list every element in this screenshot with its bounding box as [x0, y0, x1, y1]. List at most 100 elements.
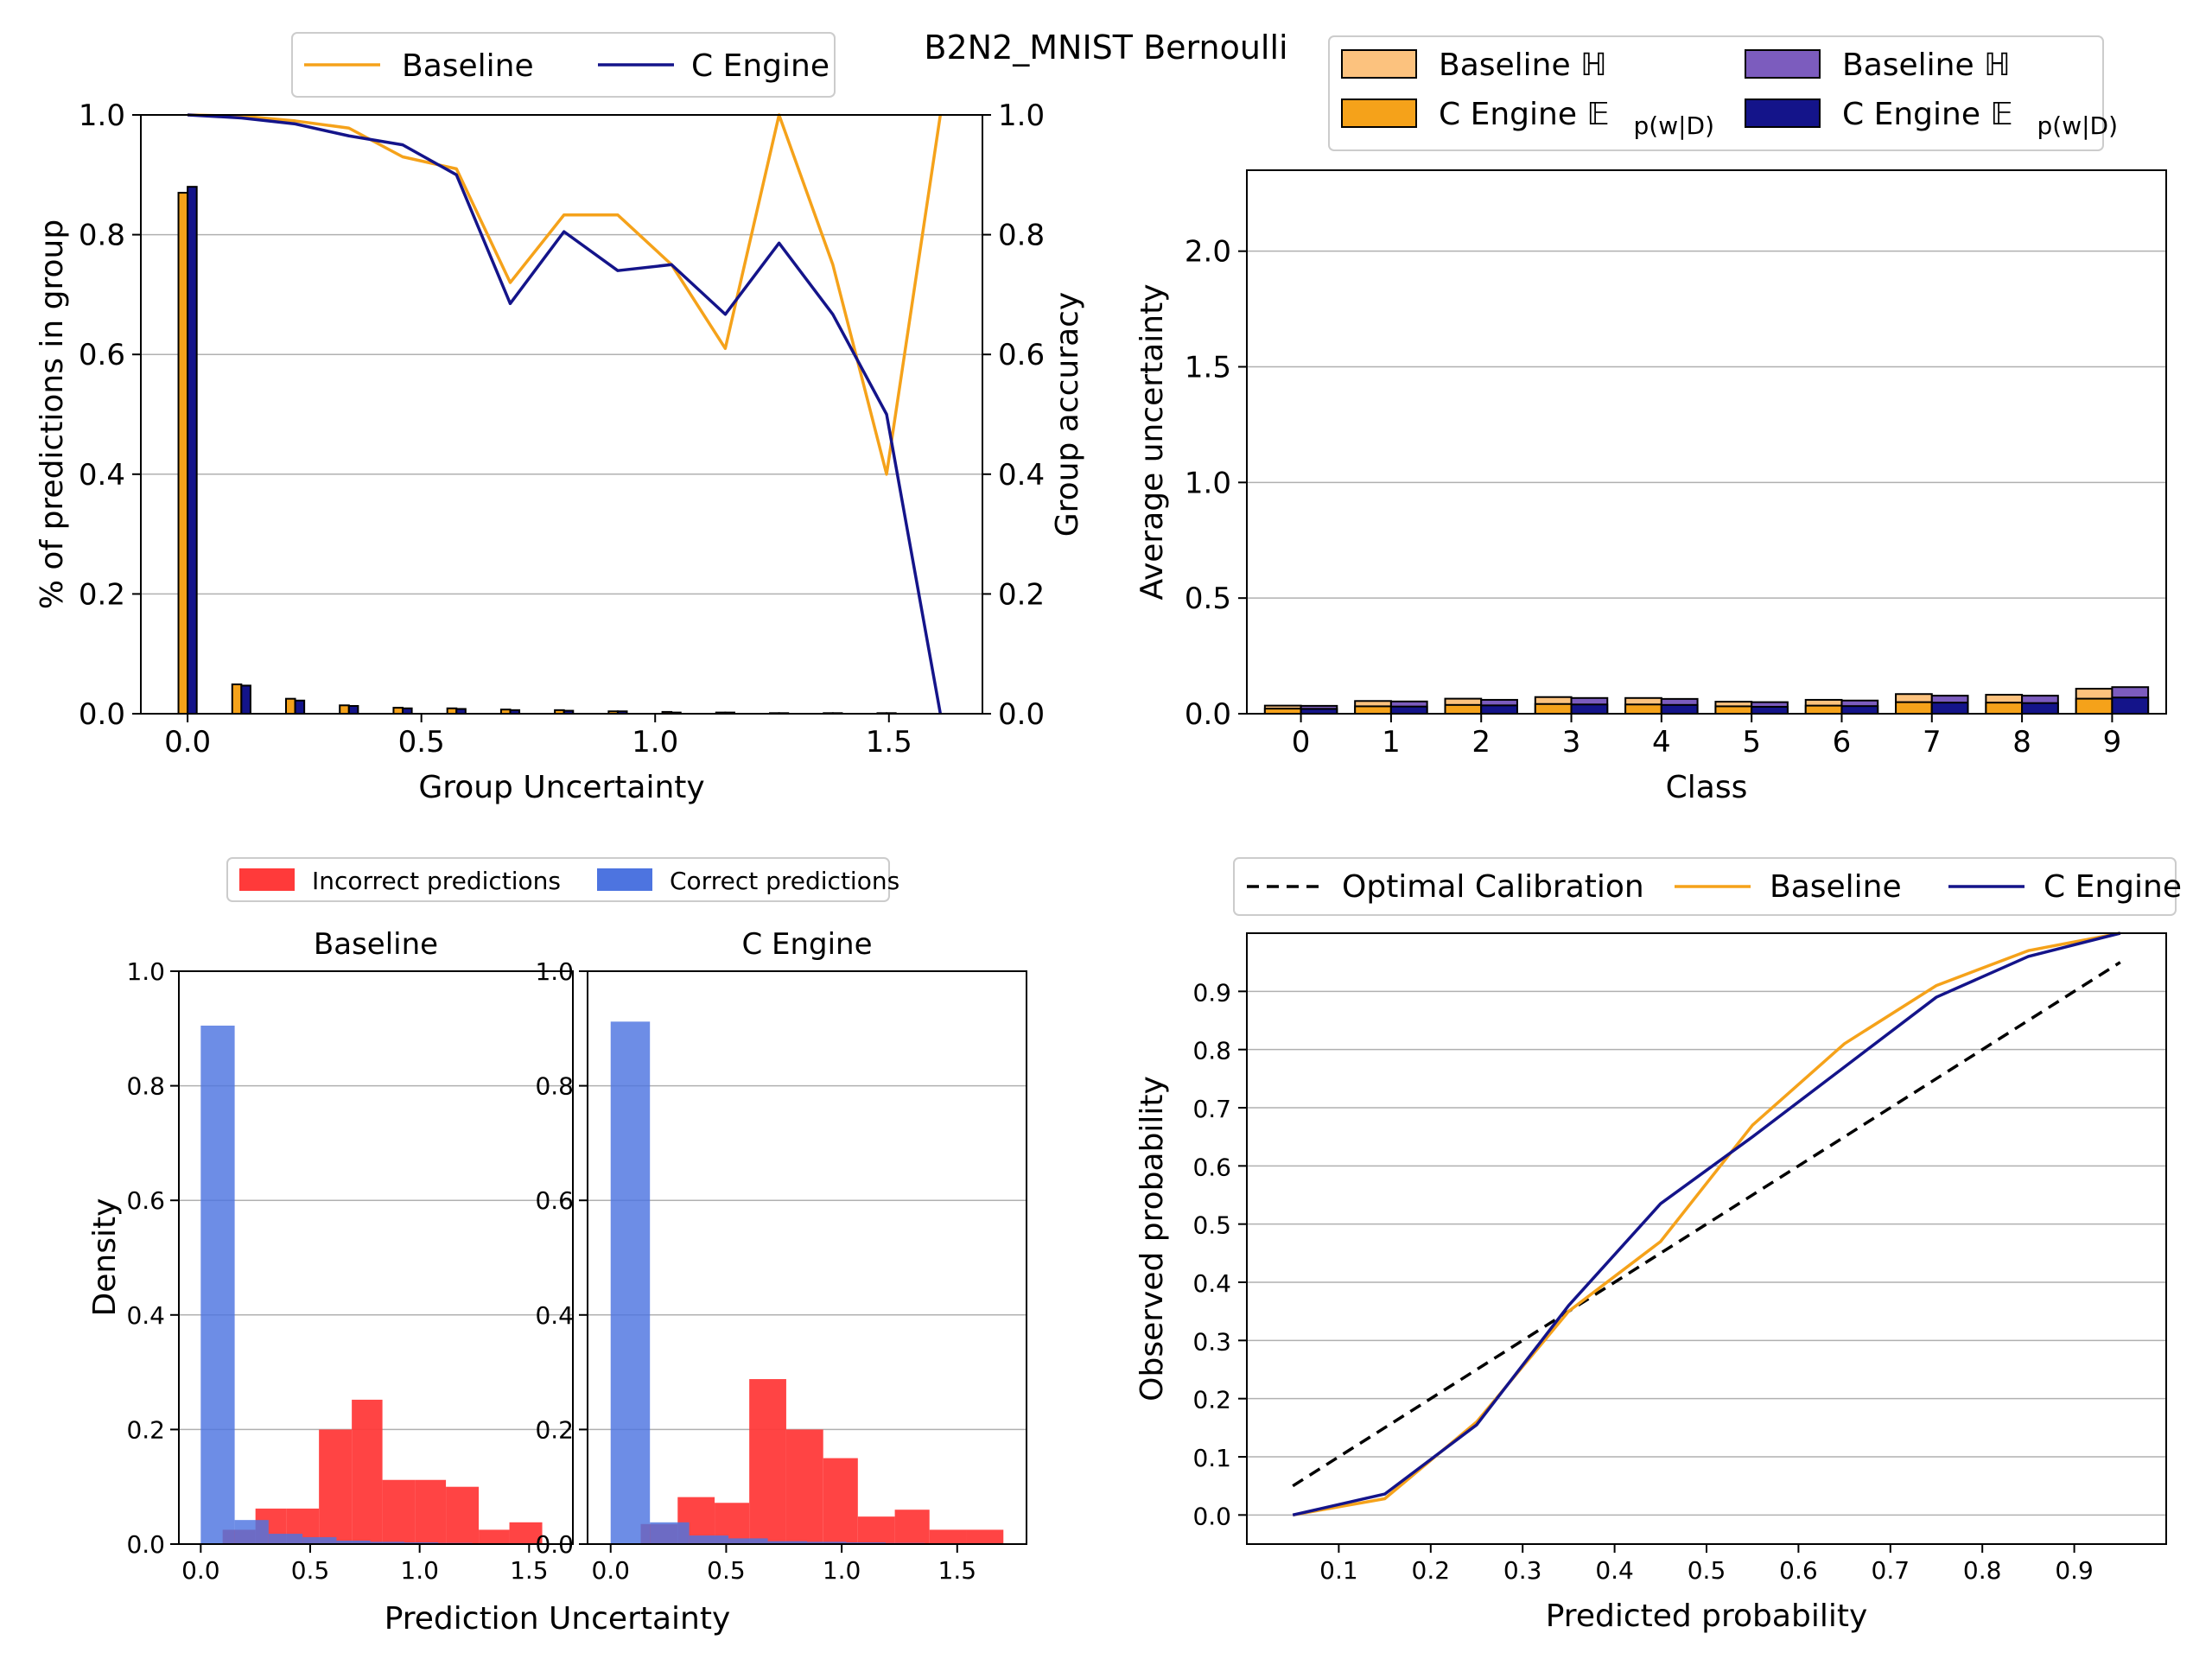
p2-legend-subscript: p(w|D) [2037, 111, 2119, 140]
p3-bar-correct [268, 1534, 303, 1544]
p4-bar-correct [807, 1541, 847, 1544]
p4-xtick-label: 1.5 [938, 1556, 977, 1585]
p1-y2label: Group accuracy [1050, 292, 1085, 537]
p3-legend-swatch-correct [597, 868, 652, 891]
p5-legend-label-cengine: C Engine [2044, 869, 2182, 905]
p5-ylabel: Observed probability [1135, 1076, 1170, 1402]
p3-bar-incorrect [352, 1399, 383, 1544]
p2-ytick-label: 1.0 [1185, 466, 1231, 500]
p1-y2tick-label: 0.6 [998, 338, 1045, 372]
p2-ytick-label: 0.0 [1185, 697, 1231, 732]
p1-bar-baseline [177, 192, 189, 715]
p1-bar-cengine [294, 699, 306, 715]
p4-bar-correct [689, 1535, 729, 1544]
p1-ytick-label: 0.4 [79, 458, 125, 493]
p4-ytick-label: 1.0 [535, 957, 574, 986]
p2-ytick-label: 1.5 [1185, 351, 1231, 385]
p2-bar-baseline-e [1354, 705, 1392, 715]
p2-legend [1328, 35, 2104, 151]
p2-bar-baseline-e [1985, 702, 2024, 715]
p4-ytick-label: 0.4 [535, 1301, 574, 1330]
p3-xtick-label: 0.5 [291, 1556, 330, 1585]
p3-xtick-label: 1.5 [510, 1556, 549, 1585]
p2-xtick-label: 9 [2103, 725, 2122, 760]
p5-ytick-label: 0.8 [1192, 1037, 1231, 1065]
p1-xtick-label: 0.5 [398, 725, 445, 760]
p3-bar-correct [336, 1541, 371, 1544]
p1-ytick-label: 0.0 [79, 697, 125, 732]
p1-bar-cengine [347, 704, 359, 715]
chart-layer: 0.0 0.2 0.4 0.6 0.8 1.0 0.0 0.2 0.4 0.6 0.8 1.0 0.0 0… [35, 32, 2182, 1637]
p2-xtick-label: 0 [1292, 725, 1311, 760]
p2-xtick-label: 6 [1833, 725, 1852, 760]
p1-bar-baseline [231, 683, 243, 715]
p2-bar-baseline-e [1804, 704, 1843, 715]
p5-ytick-label: 0.6 [1192, 1153, 1231, 1181]
p4-ytick-label: 0.6 [535, 1186, 574, 1215]
p2-legend-swatch [1745, 49, 1821, 79]
p1-ylabel: % of predictions in group [35, 219, 70, 609]
p3-xtick-label: 0.0 [181, 1556, 220, 1585]
p2-bar-baseline-e [1624, 703, 1662, 715]
p4-bar-incorrect [785, 1429, 823, 1544]
p4-xlabel: Prediction Uncertainty [385, 1601, 731, 1637]
p4-bar-incorrect [929, 1529, 967, 1544]
p4-ytick-label: 0.0 [535, 1530, 574, 1559]
p4-xtick-label: 0.0 [591, 1556, 630, 1585]
p2-legend-swatch [1341, 49, 1417, 79]
p2-bar-cengine-e [2021, 702, 2059, 715]
p2-bar-cengine-e [1389, 705, 1428, 715]
p3-ytick-label: 0.0 [126, 1530, 165, 1559]
p3-ytick-label: 0.4 [126, 1301, 165, 1330]
p1-legend-label-cengine: C Engine [691, 48, 830, 84]
p3-legend-swatch-incorrect [239, 868, 295, 891]
p1-xtick-label: 0.0 [164, 725, 211, 760]
p5-xlabel: Predicted probability [1546, 1599, 1868, 1634]
p1-frame [140, 114, 983, 715]
p1-legend [291, 32, 836, 98]
p1-bar-cengine [187, 186, 198, 715]
p2-bar-cengine-e [1840, 705, 1879, 715]
p3-legend-label-correct: Correct predictions [670, 867, 899, 895]
p2-xtick-label: 5 [1742, 725, 1761, 760]
p2-xlabel: Class [1666, 770, 1748, 805]
p3-bar-incorrect [446, 1486, 480, 1544]
p5-ytick-label: 0.0 [1192, 1502, 1231, 1530]
p3-ytick-label: 0.8 [126, 1072, 165, 1101]
p3-ylabel: Density [87, 1198, 123, 1317]
p2-bar-baseline-e [1534, 702, 1573, 715]
p2-bar-cengine-e [1751, 705, 1789, 715]
p2-legend-label: C Engine 𝔼 [1842, 97, 2013, 132]
p1-y2tick-label: 1.0 [998, 99, 1045, 133]
p4-bar-correct [610, 1021, 651, 1544]
p5-ytick-label: 0.1 [1192, 1444, 1231, 1472]
p2-ytick-label: 0.5 [1185, 582, 1231, 616]
p5-xtick-label: 0.5 [1688, 1556, 1726, 1585]
p2-bar-baseline-e [1444, 703, 1483, 715]
p1-y2tick-label: 0.0 [998, 697, 1045, 732]
p1-line-baseline [188, 113, 943, 476]
p2-xtick-label: 2 [1471, 725, 1491, 760]
p5-xtick-label: 0.1 [1319, 1556, 1358, 1585]
p1-xlabel: Group Uncertainty [418, 770, 704, 805]
p1-y2tick-label: 0.4 [998, 458, 1045, 493]
p3-frame [178, 970, 574, 1545]
p2-xtick-label: 8 [2012, 725, 2031, 760]
p5-xtick-label: 0.7 [1872, 1556, 1910, 1585]
figure-title: B2N2_MNIST Bernoulli [924, 29, 1287, 67]
p5-legend-label-optimal: Optimal Calibration [1342, 869, 1644, 905]
p2-legend-swatch [1745, 99, 1821, 128]
p5-line-optimal [1292, 961, 2121, 1488]
p2-bar-cengine-e [1660, 703, 1699, 715]
p5-xtick-label: 0.2 [1412, 1556, 1451, 1585]
p3-bar-incorrect [382, 1479, 416, 1544]
p2-bar-cengine-e [2111, 696, 2150, 715]
p2-legend-swatch [1341, 99, 1417, 128]
p3-bar-incorrect [319, 1429, 353, 1544]
p3-legend [226, 857, 890, 902]
p4-ytick-label: 0.8 [535, 1072, 574, 1101]
p4-ytick-label: 0.2 [535, 1415, 574, 1444]
p2-xtick-label: 3 [1562, 725, 1581, 760]
p5-line-cengine [1292, 931, 2121, 1517]
